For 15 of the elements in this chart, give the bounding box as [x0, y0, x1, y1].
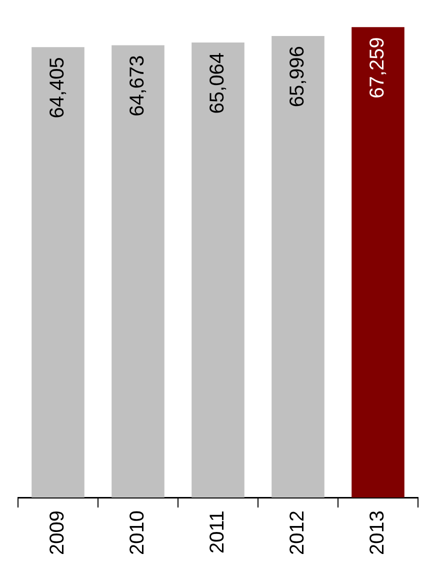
bar: [32, 47, 84, 498]
data-label: 64,405: [46, 57, 69, 118]
bar: [352, 27, 404, 498]
bar: [112, 45, 164, 498]
data-label: 65,996: [286, 46, 309, 108]
data-label: 65,064: [206, 52, 229, 114]
x-tick-label: 2013: [366, 510, 389, 556]
x-tick-label: 2009: [46, 510, 69, 556]
bar: [192, 42, 244, 498]
bar: [272, 36, 324, 498]
data-label: 67,259: [366, 37, 389, 98]
x-tick-label: 2010: [126, 510, 149, 556]
data-label: 64,673: [126, 55, 149, 116]
x-tick-label: 2012: [286, 510, 309, 556]
x-tick-label: 2011: [206, 510, 229, 554]
